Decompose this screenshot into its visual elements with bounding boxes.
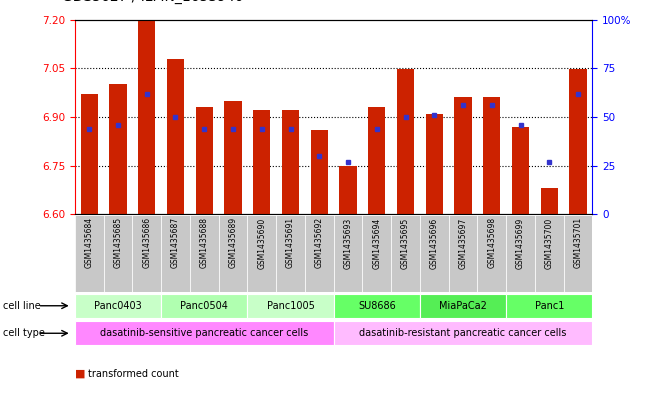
Bar [138,20,156,214]
Text: GSM1435685: GSM1435685 [113,217,122,268]
Bar [333,215,363,292]
Text: Panc0403: Panc0403 [94,301,142,311]
Text: Panc0504: Panc0504 [180,301,229,311]
Bar [109,84,126,214]
Text: Panc1005: Panc1005 [266,301,314,311]
Bar [483,97,501,214]
Bar [75,215,104,292]
Bar [363,215,391,292]
Bar [420,294,506,318]
Bar [506,294,592,318]
Text: GSM1435698: GSM1435698 [488,217,496,268]
Bar [512,127,529,214]
Bar [219,215,247,292]
Text: GSM1435693: GSM1435693 [344,217,352,268]
Bar [132,215,161,292]
Text: GSM1435700: GSM1435700 [545,217,554,268]
Bar [167,59,184,214]
Bar [104,215,132,292]
Bar [540,188,558,214]
Text: GSM1435686: GSM1435686 [143,217,151,268]
Text: GSM1435699: GSM1435699 [516,217,525,268]
Text: cell line: cell line [3,301,41,311]
Text: GSM1435695: GSM1435695 [401,217,410,268]
Bar [506,215,535,292]
Text: transformed count: transformed count [88,369,178,379]
Bar [247,294,333,318]
Bar [190,215,219,292]
Bar [225,101,242,214]
Bar [253,110,270,214]
Text: MiaPaCa2: MiaPaCa2 [439,301,487,311]
Text: GDS5627 / ILMN_1653940: GDS5627 / ILMN_1653940 [62,0,243,4]
Text: cell type: cell type [3,328,45,338]
Text: dasatinib-resistant pancreatic cancer cells: dasatinib-resistant pancreatic cancer ce… [359,328,567,338]
Text: GSM1435701: GSM1435701 [574,217,583,268]
Bar [195,107,213,214]
Bar [426,114,443,214]
Bar [247,215,276,292]
Bar [305,215,333,292]
Bar [391,215,420,292]
Text: GSM1435691: GSM1435691 [286,217,295,268]
Text: dasatinib-sensitive pancreatic cancer cells: dasatinib-sensitive pancreatic cancer ce… [100,328,309,338]
Bar [570,69,587,214]
Bar [333,321,592,345]
Text: GSM1435692: GSM1435692 [315,217,324,268]
Text: GSM1435694: GSM1435694 [372,217,381,268]
Bar [81,94,98,214]
Text: SU8686: SU8686 [358,301,396,311]
Text: GSM1435697: GSM1435697 [458,217,467,268]
Text: GSM1435689: GSM1435689 [229,217,238,268]
Text: GSM1435687: GSM1435687 [171,217,180,268]
Bar [535,215,564,292]
Bar [161,215,190,292]
Bar [368,107,385,214]
Text: ■: ■ [75,369,85,379]
Bar [75,321,333,345]
Bar [339,165,357,214]
Bar [420,215,449,292]
Bar [477,215,506,292]
Text: GSM1435690: GSM1435690 [257,217,266,268]
Text: GSM1435684: GSM1435684 [85,217,94,268]
Bar [333,294,420,318]
Bar [282,110,299,214]
Bar [75,294,161,318]
Bar [564,215,592,292]
Text: GSM1435688: GSM1435688 [200,217,209,268]
Bar [311,130,328,214]
Bar [397,69,414,214]
Text: Panc1: Panc1 [534,301,564,311]
Bar [161,294,247,318]
Text: GSM1435696: GSM1435696 [430,217,439,268]
Bar [276,215,305,292]
Bar [449,215,477,292]
Bar [454,97,471,214]
